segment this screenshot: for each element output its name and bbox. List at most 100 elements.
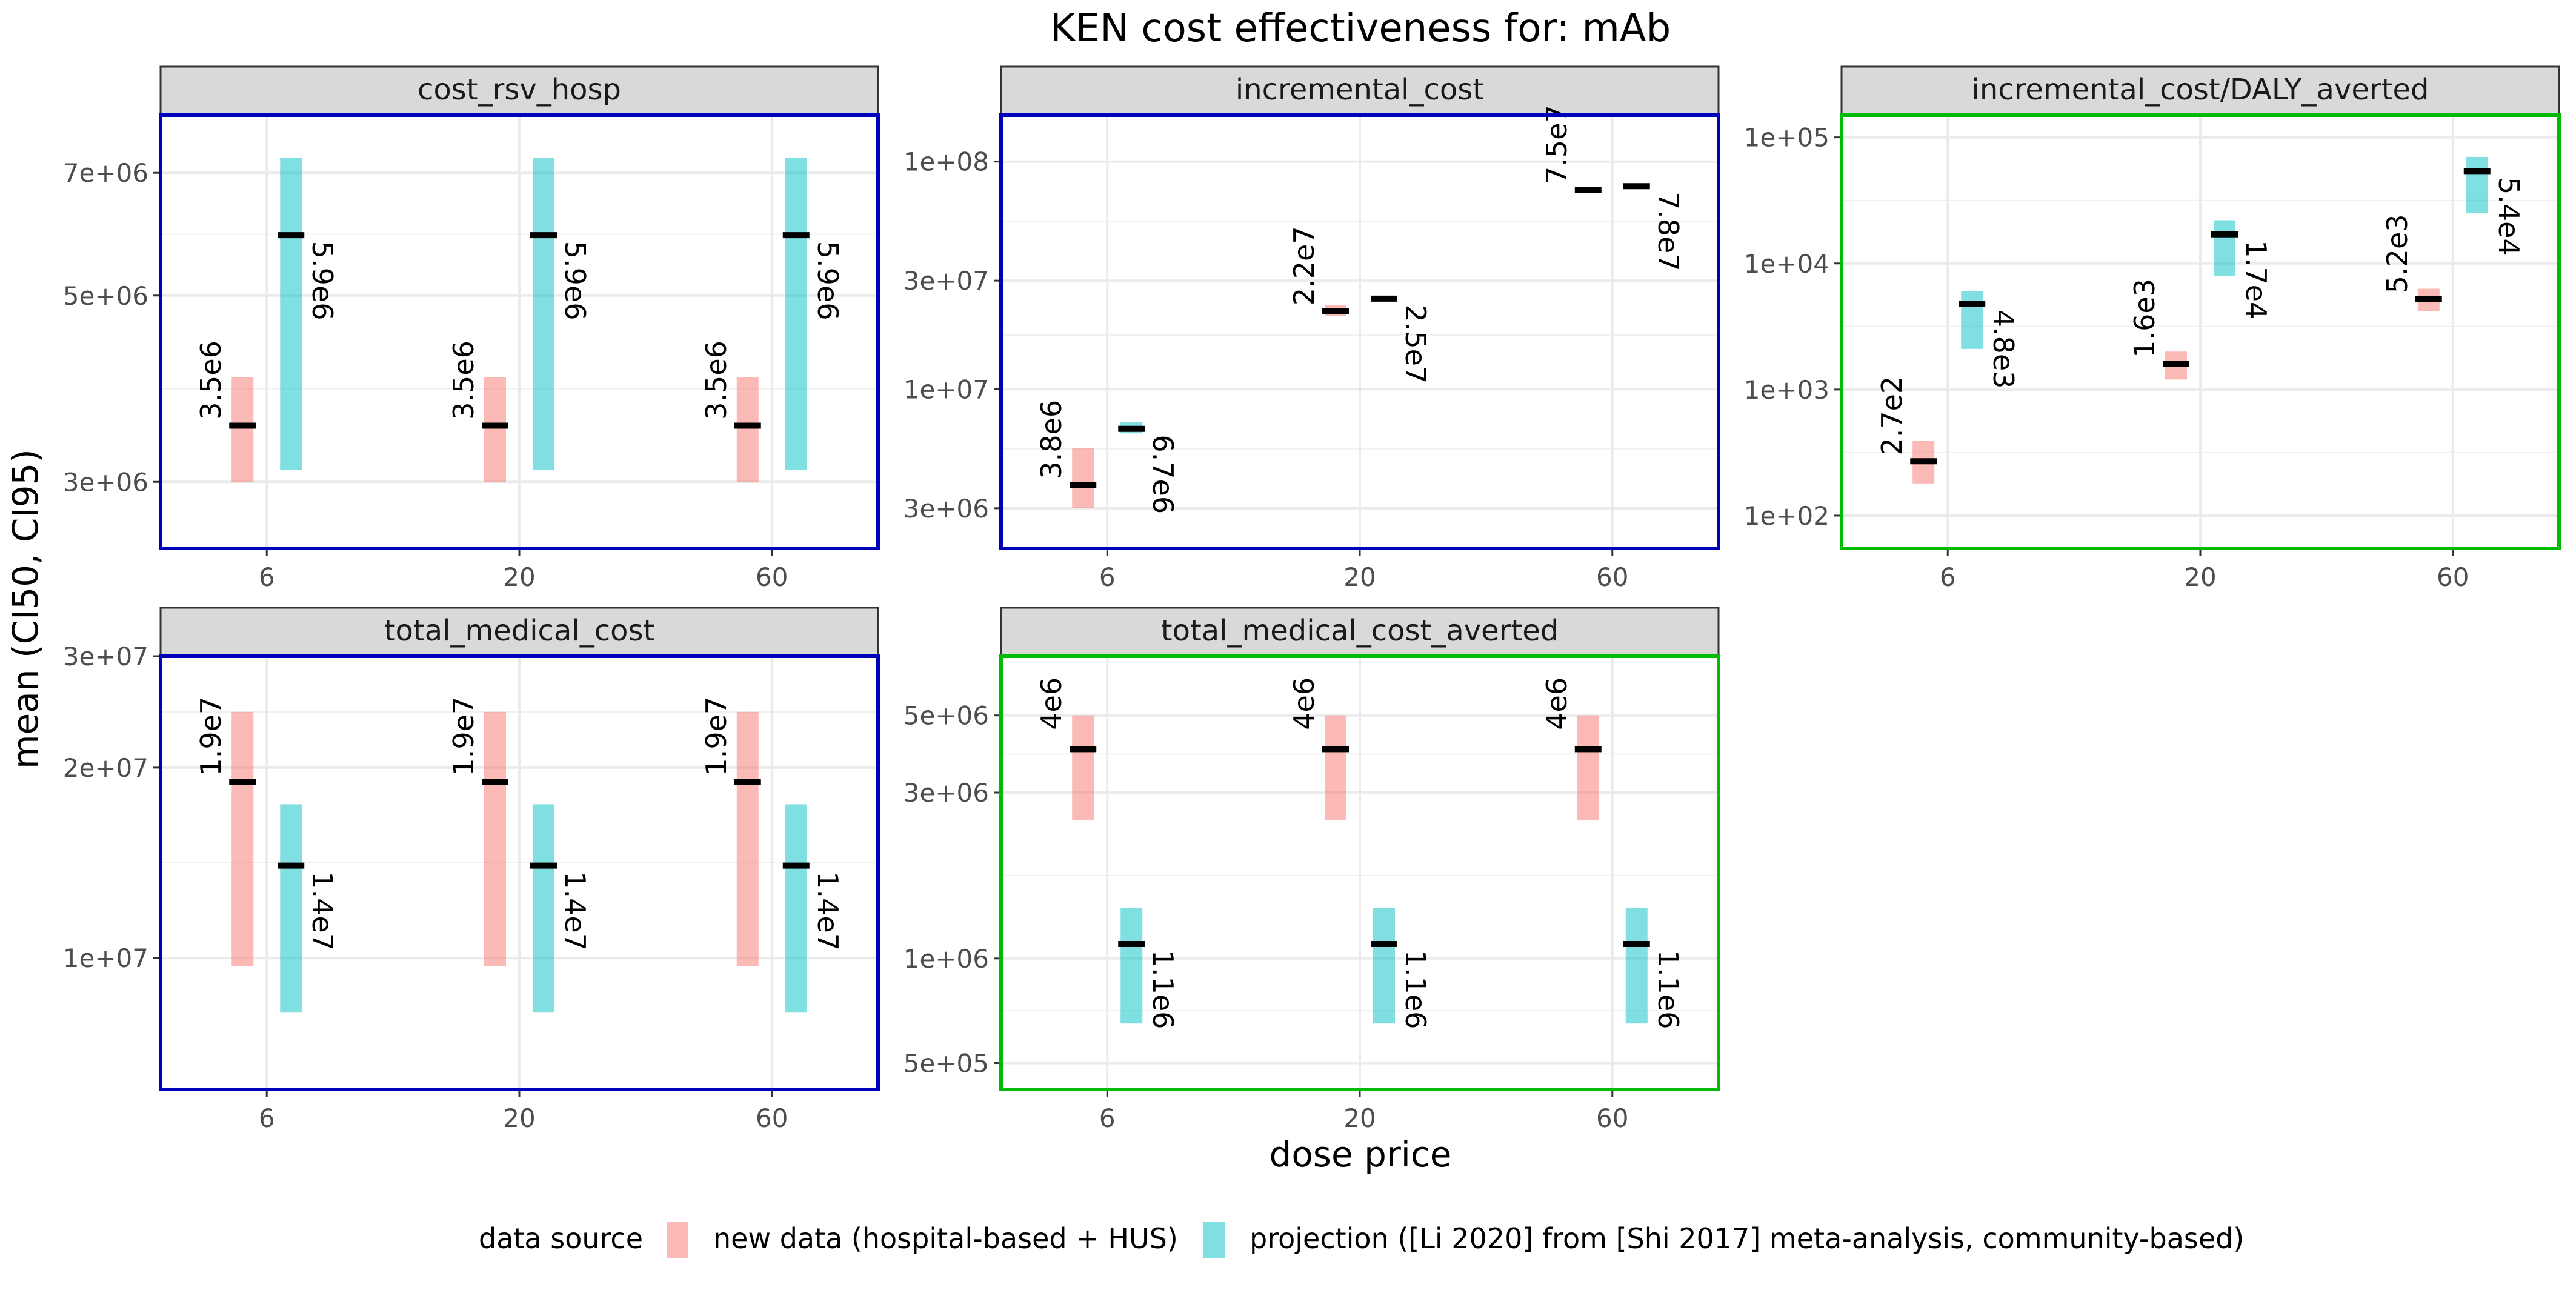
data-label: 5.2e3 xyxy=(2381,214,2414,293)
panel-strip xyxy=(1840,65,2560,116)
y-tick-label: 5e+06 xyxy=(904,701,989,731)
range-bar-proj xyxy=(785,157,807,470)
x-tick-label: 60 xyxy=(2437,562,2469,592)
range-bar-proj xyxy=(2466,156,2488,213)
y-tick-label: 5e+05 xyxy=(904,1049,989,1079)
legend-title: data source xyxy=(479,1222,643,1255)
data-label: 3.5e6 xyxy=(700,341,733,420)
data-label: 5.4e4 xyxy=(2492,177,2525,256)
data-label: 5.9e6 xyxy=(559,241,591,321)
data-label: 3.5e6 xyxy=(195,341,227,420)
legend-swatch-new xyxy=(667,1222,688,1258)
y-tick-label: 1e+04 xyxy=(1744,249,1829,279)
y-tick-label: 5e+06 xyxy=(63,281,148,311)
x-tick-label: 60 xyxy=(756,1103,788,1133)
data-label: 1.6e3 xyxy=(2128,279,2161,358)
data-label: 6.7e6 xyxy=(1147,434,1179,514)
data-label: 1.1e6 xyxy=(1399,950,1432,1029)
range-bar-proj xyxy=(2214,220,2235,276)
panel-border xyxy=(999,113,1720,550)
y-tick-label: 1e+07 xyxy=(904,374,989,404)
data-label: 1.4e7 xyxy=(811,871,844,951)
data-label: 1.1e6 xyxy=(1147,950,1179,1029)
x-tick-label: 60 xyxy=(1596,562,1628,592)
panel-border xyxy=(159,654,880,1091)
panel-border xyxy=(1840,113,2561,550)
data-label: 7.5e7 xyxy=(1540,105,1573,184)
range-bar-new xyxy=(1577,715,1599,820)
panels-layer: cost_rsv_hosp 3e+06 5e+06 7e+06 6 20 60 3.5e6 5.… xyxy=(63,65,2561,1133)
y-tick-label: 1e+07 xyxy=(63,943,148,973)
panel-border xyxy=(159,113,880,550)
data-label: 1.4e7 xyxy=(306,871,339,951)
y-tick-label: 7e+06 xyxy=(63,158,148,188)
x-tick-label: 20 xyxy=(503,1103,535,1133)
range-bar-proj xyxy=(280,804,302,1013)
x-tick-label: 6 xyxy=(1940,562,1956,592)
data-label: 1.7e4 xyxy=(2240,240,2272,319)
data-label: 1.4e7 xyxy=(559,871,591,951)
x-axis-label: dose price xyxy=(1270,1134,1452,1175)
data-label: 1.1e6 xyxy=(1652,950,1685,1029)
data-label: 4e6 xyxy=(1288,677,1320,730)
panel-incremental-cost: incremental_cost 3e+06 1e+07 3e+07 1e+08 6 20 6… xyxy=(904,65,1720,592)
legend: data source new data (hospital-based + H… xyxy=(479,1222,2244,1258)
data-label: 4.8e3 xyxy=(1987,310,2020,389)
range-bar-proj xyxy=(1373,907,1395,1024)
data-label: 5.9e6 xyxy=(811,241,844,321)
legend-label-new: new data (hospital-based + HUS) xyxy=(713,1222,1178,1255)
panel-total-medical-cost: total_medical_cost 1e+07 2e+07 3e+07 6 20 60 1.… xyxy=(63,607,880,1133)
panel-strip xyxy=(159,65,879,116)
range-bar-proj xyxy=(785,804,807,1013)
range-bar-new xyxy=(484,377,506,482)
x-tick-label: 20 xyxy=(1343,1103,1376,1133)
panel-strip xyxy=(159,607,879,657)
data-label: 1.9e7 xyxy=(195,697,227,776)
x-tick-label: 20 xyxy=(2184,562,2216,592)
data-label: 2.7e2 xyxy=(1875,376,1908,456)
x-tick-label: 6 xyxy=(259,1103,275,1133)
range-bar-proj xyxy=(533,157,554,470)
y-tick-label: 3e+06 xyxy=(63,467,148,497)
y-tick-label: 3e+06 xyxy=(904,778,989,808)
x-tick-label: 20 xyxy=(1343,562,1376,592)
x-tick-label: 60 xyxy=(1596,1103,1628,1133)
panel-strip xyxy=(1000,65,1720,116)
range-bar-new xyxy=(484,711,506,967)
y-tick-label: 2e+07 xyxy=(63,753,148,783)
legend-label-projection: projection ([Li 2020] from [Shi 2017] me… xyxy=(1250,1222,2244,1255)
data-label: 4e6 xyxy=(1035,677,1068,730)
data-label: 5.9e6 xyxy=(306,241,339,321)
range-bar-new xyxy=(231,711,254,967)
range-bar-new xyxy=(1325,715,1346,820)
panel-total-medical-cost-averted: total_medical_cost_averted 5e+05 1e+06 3e+0… xyxy=(904,607,1720,1133)
y-axis-label: mean (CI50, CI95) xyxy=(5,449,46,769)
x-tick-label: 6 xyxy=(259,562,275,592)
panel-title: total_medical_cost xyxy=(384,614,655,648)
x-tick-label: 20 xyxy=(503,562,535,592)
panel-title: total_medical_cost_averted xyxy=(1161,614,1559,648)
panel-title: incremental_cost/DALY_averted xyxy=(1972,73,2429,107)
x-tick-label: 6 xyxy=(1099,562,1116,592)
y-tick-label: 1e+06 xyxy=(904,944,989,974)
data-label: 2.5e7 xyxy=(1399,305,1432,384)
data-label: 3.8e6 xyxy=(1035,400,1068,479)
legend-swatch-projection xyxy=(1203,1222,1225,1258)
y-tick-label: 3e+06 xyxy=(904,494,989,524)
data-label: 1.9e7 xyxy=(700,697,733,776)
range-bar-proj xyxy=(280,157,302,470)
range-bar-new xyxy=(1072,448,1094,508)
range-bar-new xyxy=(1072,715,1094,820)
panel-title: incremental_cost xyxy=(1236,73,1484,107)
data-label: 4e6 xyxy=(1540,677,1573,730)
panel-border xyxy=(999,654,1720,1091)
range-bar-new xyxy=(231,377,254,482)
data-label: 2.2e7 xyxy=(1288,226,1320,305)
x-tick-label: 6 xyxy=(1099,1103,1116,1133)
y-tick-label: 1e+05 xyxy=(1744,123,1829,153)
range-bar-new xyxy=(736,377,759,482)
data-label: 3.5e6 xyxy=(447,341,480,420)
panel-title: cost_rsv_hosp xyxy=(418,73,621,107)
